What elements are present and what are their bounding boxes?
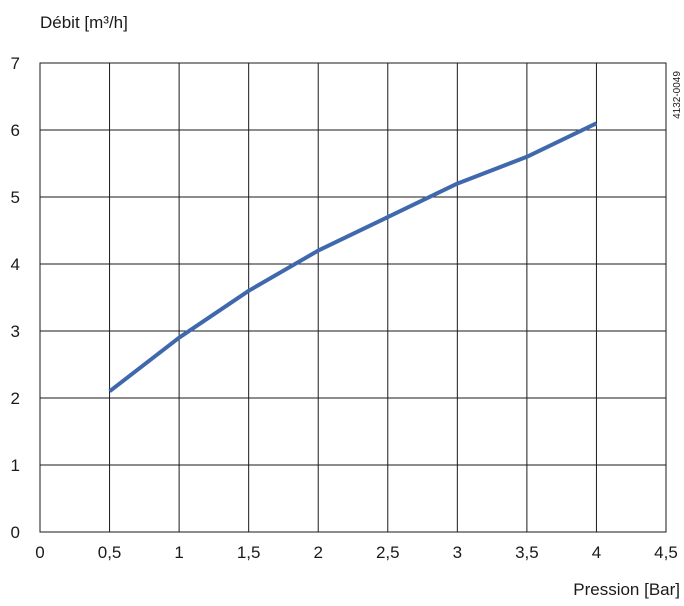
figure-reference-code: 4132-0049 — [672, 71, 683, 119]
y-tick-label: 3 — [11, 322, 20, 341]
x-axis-label: Pression [Bar] — [573, 580, 680, 599]
x-tick-label: 3,5 — [515, 543, 539, 562]
y-tick-label: 7 — [11, 54, 20, 73]
y-tick-label: 6 — [11, 121, 20, 140]
y-tick-label: 0 — [11, 523, 20, 542]
x-tick-label: 0 — [35, 543, 44, 562]
y-tick-label: 5 — [11, 188, 20, 207]
plot-border — [39, 62, 667, 533]
x-tick-label: 1,5 — [237, 543, 261, 562]
x-tick-label: 4 — [592, 543, 601, 562]
plot-grid — [39, 62, 667, 533]
x-tick-label: 0,5 — [98, 543, 122, 562]
x-tick-label: 2 — [313, 543, 322, 562]
y-tick-label: 1 — [11, 456, 20, 475]
x-tick-label: 3 — [453, 543, 462, 562]
x-tick-label: 4,5 — [654, 543, 678, 562]
tick-labels: 0 0,5 1 1,5 2 2,5 3 3,5 4 4,5 0 1 2 3 4 5 6 7 — [11, 54, 678, 562]
series-layer — [108, 121, 598, 393]
y-axis-label: Débit [m³/h] — [40, 13, 128, 32]
x-tick-label: 1 — [174, 543, 183, 562]
series-line — [108, 121, 598, 393]
x-tick-label: 2,5 — [376, 543, 400, 562]
y-tick-label: 4 — [11, 255, 20, 274]
y-tick-label: 2 — [11, 389, 20, 408]
